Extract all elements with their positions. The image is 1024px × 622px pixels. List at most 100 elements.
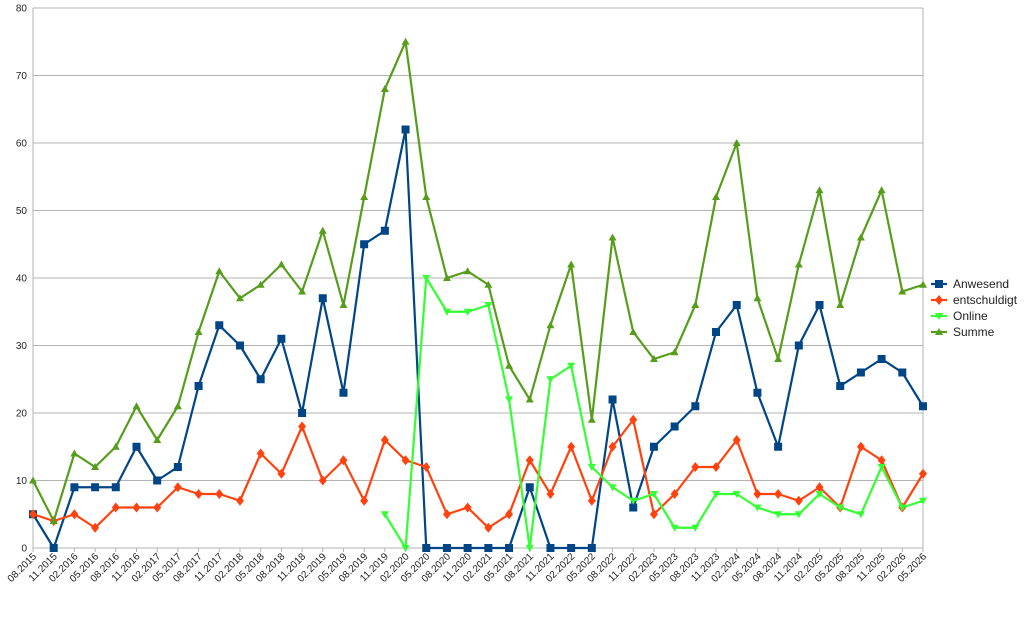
legend-swatch-marker xyxy=(935,295,943,305)
data-point-online xyxy=(505,396,514,404)
data-point-anwesend xyxy=(794,341,803,350)
data-point-anwesend xyxy=(318,294,327,303)
data-point-anwesend xyxy=(256,375,265,384)
data-point-entschuldigt xyxy=(360,495,369,506)
data-point-summe xyxy=(111,442,120,450)
data-point-summe xyxy=(546,321,555,329)
data-point-anwesend xyxy=(567,544,576,552)
data-point-online xyxy=(442,308,451,316)
data-point-entschuldigt xyxy=(442,509,451,520)
data-point-entschuldigt xyxy=(525,455,534,466)
data-point-summe xyxy=(153,436,162,443)
data-point-entschuldigt xyxy=(712,462,721,472)
data-point-anwesend xyxy=(649,442,658,451)
data-point-summe xyxy=(401,37,410,45)
data-point-summe xyxy=(794,260,803,268)
data-point-entschuldigt xyxy=(277,468,286,479)
data-point-summe xyxy=(919,280,927,288)
data-point-entschuldigt xyxy=(153,502,162,513)
data-point-anwesend xyxy=(380,226,389,235)
data-point-anwesend xyxy=(856,368,865,377)
y-tick-label: 0 xyxy=(21,544,27,555)
data-point-online xyxy=(587,464,596,471)
data-point-online xyxy=(836,504,845,512)
data-point-summe xyxy=(29,476,37,484)
data-point-entschuldigt xyxy=(463,502,472,513)
data-point-summe xyxy=(608,233,617,241)
data-point-entschuldigt xyxy=(422,462,431,472)
data-point-entschuldigt xyxy=(132,502,141,513)
series-line-anwesend xyxy=(32,128,924,550)
data-point-summe xyxy=(380,85,389,92)
data-point-summe xyxy=(587,415,596,423)
data-point-online xyxy=(567,362,576,370)
data-point-summe xyxy=(484,280,493,288)
y-tick-label: 10 xyxy=(16,476,28,487)
data-point-entschuldigt xyxy=(546,489,555,499)
data-point-entschuldigt xyxy=(298,421,307,432)
data-point-summe xyxy=(836,301,845,308)
data-point-entschuldigt xyxy=(173,482,182,493)
data-point-anwesend xyxy=(898,368,907,377)
data-point-entschuldigt xyxy=(629,414,638,425)
data-point-entschuldigt xyxy=(505,509,514,520)
data-point-summe xyxy=(215,267,224,275)
data-point-online xyxy=(856,511,865,519)
data-point-summe xyxy=(753,294,762,302)
data-point-entschuldigt xyxy=(567,441,576,452)
data-point-entschuldigt xyxy=(91,522,100,533)
data-point-summe xyxy=(691,301,700,308)
data-point-entschuldigt xyxy=(608,441,617,452)
data-point-online xyxy=(919,497,927,505)
data-point-entschuldigt xyxy=(919,468,927,479)
data-point-summe xyxy=(463,267,472,275)
y-tick-label: 20 xyxy=(16,409,28,420)
data-point-entschuldigt xyxy=(215,489,224,499)
data-point-anwesend xyxy=(91,483,100,492)
data-point-anwesend xyxy=(670,422,679,431)
data-point-entschuldigt xyxy=(111,502,120,513)
x-axis: 08.201511.201502.201605.201608.201611.20… xyxy=(6,548,929,585)
y-tick-label: 70 xyxy=(16,71,28,82)
y-tick-label: 60 xyxy=(16,139,28,150)
data-point-anwesend xyxy=(587,544,596,552)
data-point-summe xyxy=(774,355,783,362)
data-point-summe xyxy=(277,260,286,268)
legend-swatch-marker xyxy=(935,280,943,288)
legend-label: Anwesend xyxy=(953,277,1009,291)
data-point-summe xyxy=(132,402,141,410)
data-point-anwesend xyxy=(546,544,555,552)
data-point-online xyxy=(525,545,534,552)
data-point-anwesend xyxy=(484,544,493,552)
data-point-online xyxy=(732,491,741,498)
data-point-anwesend xyxy=(505,544,514,552)
data-point-online xyxy=(670,524,679,532)
data-point-online xyxy=(401,545,410,552)
y-tick-label: 50 xyxy=(16,206,28,217)
data-point-summe xyxy=(898,287,907,295)
data-point-online xyxy=(898,504,907,512)
data-point-anwesend xyxy=(153,476,162,485)
data-point-summe xyxy=(442,274,451,281)
data-point-entschuldigt xyxy=(877,455,886,466)
legend-label: Summe xyxy=(953,325,995,339)
legend-label: Online xyxy=(953,309,988,323)
data-point-online xyxy=(815,491,824,498)
data-point-anwesend xyxy=(339,388,348,397)
data-point-online xyxy=(608,484,617,492)
data-point-summe xyxy=(670,348,679,356)
legend-swatch-marker xyxy=(935,313,943,320)
series-entschuldigt xyxy=(29,414,927,533)
data-point-online xyxy=(712,491,721,498)
series-summe xyxy=(29,37,927,524)
data-point-entschuldigt xyxy=(856,441,865,452)
data-point-anwesend xyxy=(691,402,700,411)
data-point-anwesend xyxy=(422,544,431,552)
data-point-entschuldigt xyxy=(774,489,783,499)
legend: Anwesend entschuldigt Online Summe xyxy=(931,277,1018,339)
legend-label: entschuldigt xyxy=(953,293,1018,307)
data-point-summe xyxy=(256,280,265,288)
series-anwesend xyxy=(29,125,927,552)
data-point-entschuldigt xyxy=(732,435,741,445)
